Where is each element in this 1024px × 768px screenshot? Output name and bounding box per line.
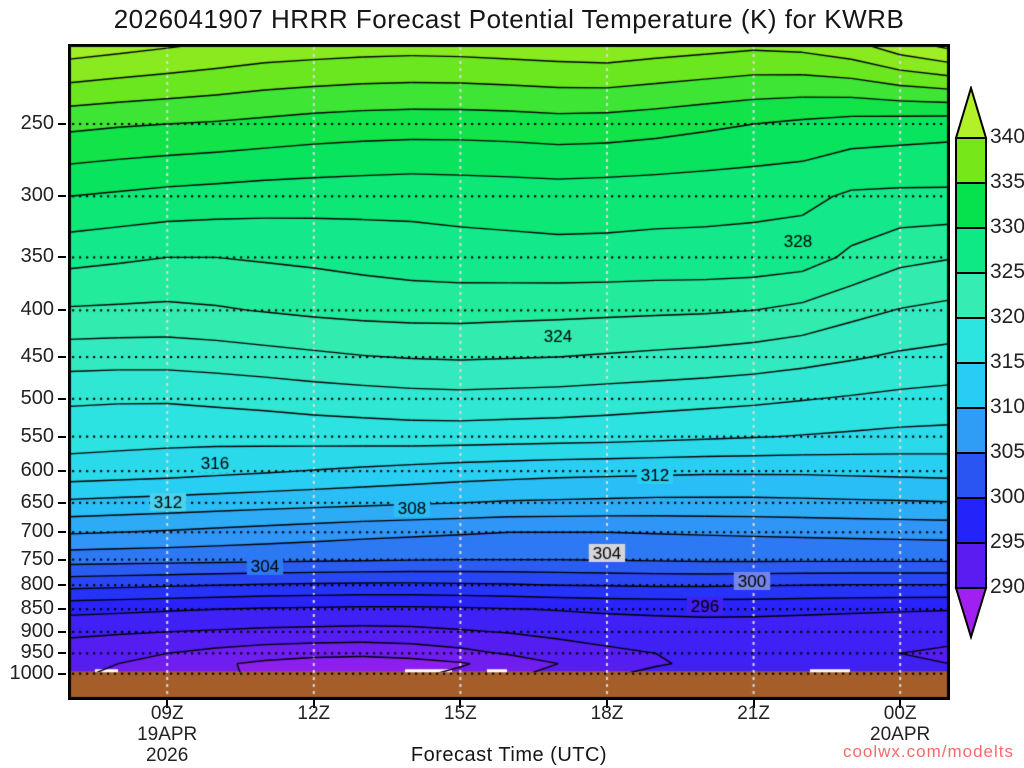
colorbar-label: 320 <box>990 305 1024 328</box>
y-tick-label: 450 <box>20 345 54 368</box>
x-tick-mark <box>459 700 462 708</box>
y-tick-mark <box>58 195 66 198</box>
y-tick-label: 750 <box>20 547 54 570</box>
colorbar <box>953 84 989 647</box>
colorbar-label: 310 <box>990 395 1024 418</box>
y-tick-label: 700 <box>20 520 54 543</box>
plot-canvas <box>68 44 950 700</box>
watermark: coolwx.com/modelts <box>842 742 1014 761</box>
colorbar-label: 325 <box>990 260 1024 283</box>
y-tick-mark <box>58 309 66 312</box>
x-tick-mark <box>752 700 755 708</box>
y-tick-label: 950 <box>20 641 54 664</box>
y-tick-label: 800 <box>20 573 54 596</box>
colorbar-label: 305 <box>990 440 1024 463</box>
page-title: 2026041907 HRRR Forecast Potential Tempe… <box>113 4 905 34</box>
colorbar-label: 335 <box>990 170 1024 193</box>
x-tick-mark <box>605 700 608 708</box>
y-tick-mark <box>58 584 66 587</box>
y-tick-mark <box>58 558 66 561</box>
y-tick-label: 1000 <box>9 661 55 684</box>
x-axis-title: Forecast Time (UTC) <box>410 744 608 766</box>
x-tick-label: 21Z <box>737 703 770 724</box>
colorbar-label: 295 <box>990 530 1024 553</box>
x-tick-label: 15Z <box>444 703 477 724</box>
y-tick-mark <box>58 501 66 504</box>
y-tick-mark <box>58 123 66 125</box>
y-tick-label: 400 <box>20 298 54 321</box>
x-tick-sublabel: 20APR <box>870 724 931 745</box>
x-tick-label: 00Z <box>883 703 917 724</box>
y-tick-mark <box>58 435 66 438</box>
x-tick-sublabel: 2026 <box>146 745 189 766</box>
colorbar-label: 340 <box>990 125 1024 148</box>
y-tick-label: 300 <box>20 184 54 207</box>
x-tick-mark <box>312 700 315 708</box>
y-tick-label: 350 <box>20 245 54 268</box>
x-tick-label: 09Z <box>150 703 184 724</box>
y-tick-mark <box>58 397 66 400</box>
colorbar-label: 315 <box>990 350 1024 373</box>
x-tick-sublabel: 19APR <box>137 724 198 745</box>
y-tick-mark <box>58 356 66 359</box>
colorbar-label: 290 <box>990 575 1024 598</box>
colorbar-label: 330 <box>990 215 1024 238</box>
x-tick-label: 18Z <box>590 703 624 724</box>
x-tick-mark <box>899 700 902 708</box>
y-tick-label: 850 <box>20 597 54 620</box>
colorbar-label: 300 <box>990 485 1024 508</box>
y-tick-label: 500 <box>20 386 54 409</box>
y-tick-mark <box>58 630 66 633</box>
y-tick-label: 550 <box>20 424 54 447</box>
x-tick-label: 12Z <box>297 703 331 724</box>
y-tick-mark <box>58 672 66 675</box>
y-tick-label: 900 <box>20 619 54 642</box>
y-tick-label: 600 <box>20 459 54 482</box>
y-tick-mark <box>58 652 66 655</box>
y-tick-label: 650 <box>20 490 54 513</box>
y-tick-mark <box>58 608 66 611</box>
y-tick-mark <box>58 531 66 534</box>
y-tick-mark <box>58 470 66 473</box>
x-tick-mark <box>166 700 169 708</box>
y-tick-label: 250 <box>20 112 54 134</box>
y-tick-mark <box>58 256 66 259</box>
colorbar-svg <box>954 84 988 641</box>
